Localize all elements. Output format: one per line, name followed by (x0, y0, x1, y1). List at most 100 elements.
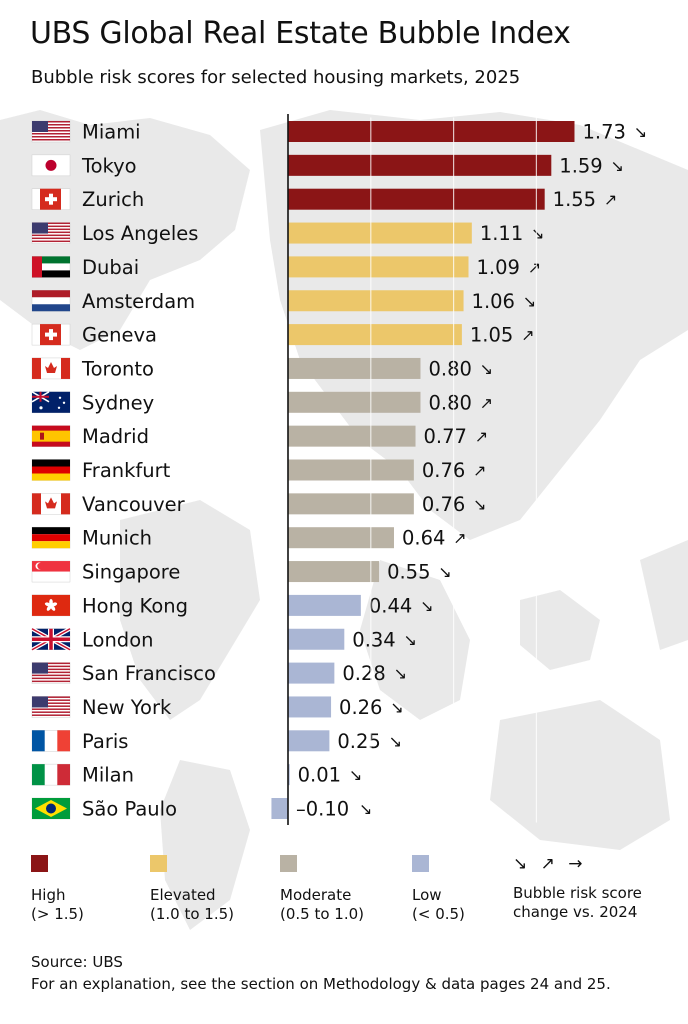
flag-icon-ca (31, 493, 71, 515)
change-arrow-down: ↘ (394, 664, 407, 683)
city-label: Paris (82, 730, 128, 753)
change-arrow-down: ↘ (404, 630, 417, 649)
data-label: 0.34 (352, 628, 395, 651)
bar-low (288, 594, 361, 616)
change-arrow-down: ↘ (531, 224, 544, 243)
data-label: 0.76 (422, 459, 465, 482)
data-label: 1.73 (582, 121, 625, 144)
bar-moderate (288, 493, 414, 515)
flag-icon-ca (31, 357, 71, 380)
chart-title: UBS Global Real Estate Bubble Index (30, 16, 571, 51)
change-arrow-up: ↗ (521, 326, 534, 345)
flag-icon-ae (31, 256, 71, 278)
city-label: Toronto (81, 357, 154, 380)
legend-moderate-swatch (280, 855, 297, 872)
bar-moderate (288, 391, 421, 413)
city-label: San Francisco (82, 662, 216, 685)
city-label: Munich (82, 527, 152, 550)
source-note: Source: UBS For an explanation, see the … (31, 951, 611, 995)
city-label: Singapore (82, 561, 180, 584)
bar-low (288, 628, 345, 650)
change-arrow-down: ↘ (473, 495, 486, 514)
data-label: 0.26 (339, 696, 382, 719)
chart-subtitle: Bubble risk scores for selected housing … (31, 67, 521, 88)
city-label: Sydney (82, 391, 154, 414)
legend-moderate-label: Moderate (280, 886, 352, 904)
bar-moderate (288, 357, 421, 379)
legend-high-label: High (31, 886, 66, 904)
flag-icon-de (31, 459, 71, 481)
flag-icon-us (31, 662, 71, 684)
city-label: Madrid (82, 425, 149, 448)
data-label: 1.55 (553, 188, 596, 211)
city-label: London (82, 628, 153, 651)
bar-moderate (288, 561, 380, 583)
bar-low (288, 764, 290, 786)
data-label: 0.55 (387, 561, 430, 584)
legend-elevated: Elevated (1.0 to 1.5) (150, 855, 234, 924)
bar-low (271, 798, 288, 819)
flag-icon-ch (31, 188, 71, 210)
flag-icon-jp (31, 154, 71, 177)
flag-icon-us (31, 696, 71, 718)
change-arrow-up: ↗ (604, 190, 617, 209)
city-label: Vancouver (82, 493, 186, 516)
bar-low (288, 696, 332, 718)
city-label: Amsterdam (82, 290, 195, 313)
bar-chart: Miami 1.73 ↘ Tokyo 1.59 ↘ Zurich 1.55 ↗ Los Angel… (31, 114, 647, 825)
city-label: Milan (82, 764, 134, 787)
bar-elevated (288, 324, 462, 346)
legend-low-range: (< 0.5) (412, 905, 465, 923)
legend-change-label-2: change vs. 2024 (513, 903, 638, 921)
legend-high-range: (> 1.5) (31, 905, 84, 923)
change-arrow-down: ↘ (634, 123, 647, 142)
bar-elevated (288, 290, 464, 312)
legend-elevated-label: Elevated (150, 886, 216, 904)
change-arrow-down: ↘ (480, 359, 493, 378)
legend-high: High (> 1.5) (31, 855, 84, 924)
flag-icon-it (31, 763, 71, 786)
flag-icon-fr (31, 730, 71, 752)
source-line: Source: UBS (31, 953, 123, 971)
flag-icon-nl (31, 290, 71, 312)
data-label: 0.44 (369, 594, 412, 617)
flag-icon-ch (31, 323, 71, 346)
city-label: Miami (82, 121, 141, 144)
flag-icon-gb (31, 626, 71, 652)
data-label: –0.10 (296, 798, 349, 821)
data-label: 0.80 (428, 357, 471, 380)
city-label: New York (82, 696, 172, 719)
change-arrow-up: ↗ (480, 393, 493, 412)
gridlines (370, 117, 538, 823)
legend-low-label: Low (412, 886, 442, 904)
flag-icon-us (31, 120, 71, 143)
change-arrow-down: ↘ (389, 732, 402, 751)
flag-icon-sg (31, 560, 71, 583)
change-arrow-down: ↘ (420, 596, 433, 615)
bar-elevated (288, 256, 469, 278)
data-label: 0.01 (298, 764, 341, 787)
legend-high-swatch (31, 855, 48, 872)
data-label: 1.09 (477, 256, 520, 279)
legend-change-label-1: Bubble risk score (513, 884, 642, 902)
change-arrow-down: ↘ (523, 292, 536, 311)
data-label: 1.11 (480, 222, 523, 245)
legend-elevated-range: (1.0 to 1.5) (150, 905, 235, 923)
city-label: Los Angeles (82, 222, 198, 245)
bar-moderate (288, 459, 414, 481)
change-arrow-down: ↘ (390, 698, 403, 717)
data-label: 0.64 (402, 527, 445, 550)
bar-high (288, 188, 545, 210)
bar-moderate (288, 425, 416, 447)
data-label: 0.28 (342, 662, 385, 685)
bar-moderate (288, 527, 394, 549)
legend-low-swatch (412, 855, 429, 872)
city-label: São Paulo (82, 798, 177, 821)
change-arrow-up: ↗ (473, 461, 486, 480)
city-label: Frankfurt (82, 459, 171, 482)
legend-low: Low (< 0.5) (412, 855, 465, 924)
legend-change: ↘ ↗ → Bubble risk score change vs. 2024 (513, 855, 642, 922)
bar-high (288, 154, 552, 176)
data-label: 0.25 (337, 730, 380, 753)
flag-icon-de (31, 526, 71, 549)
